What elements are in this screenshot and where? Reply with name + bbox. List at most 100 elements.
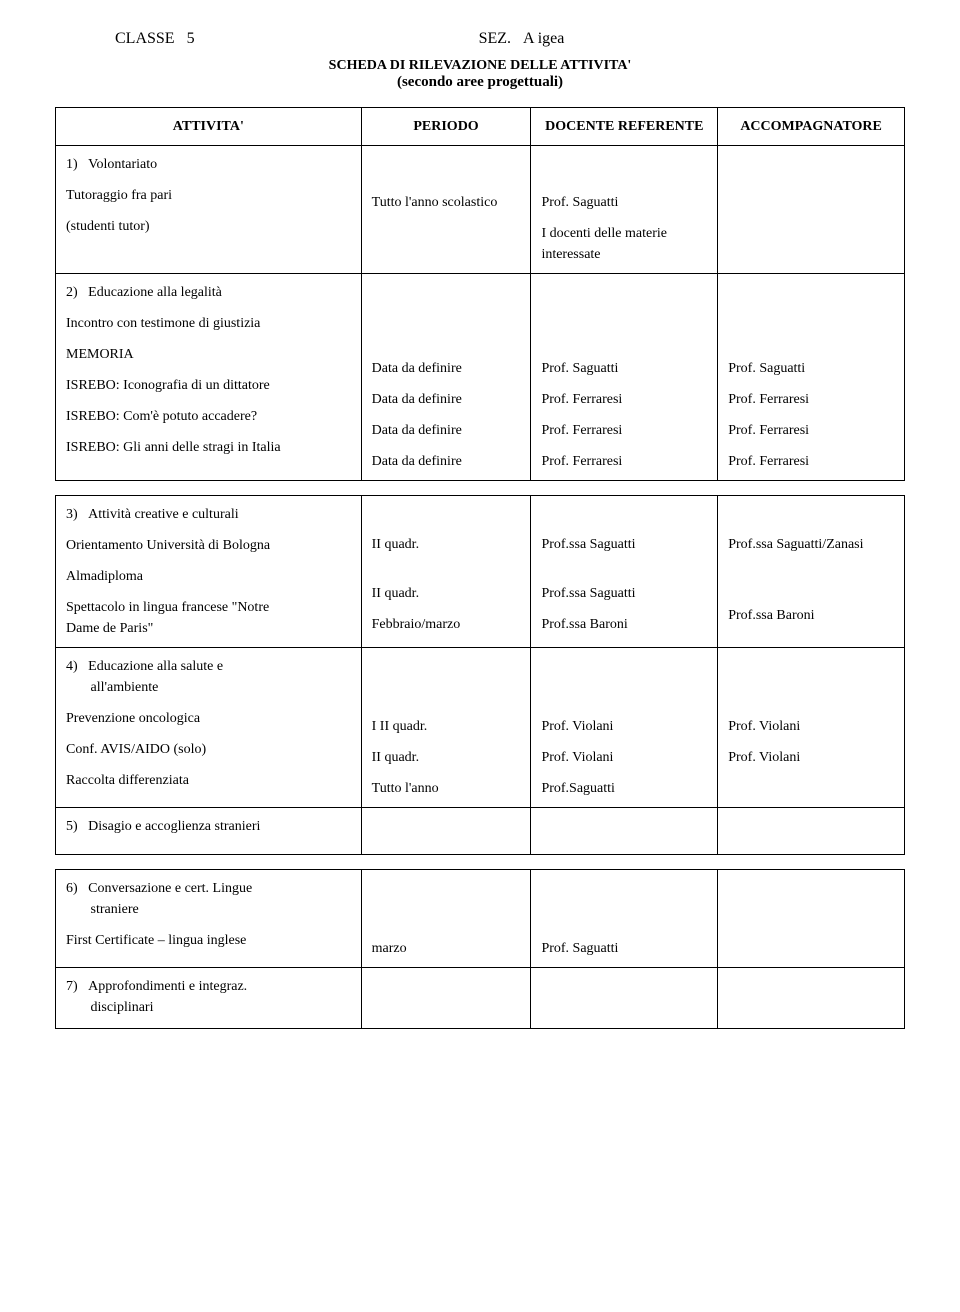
cell-attivita: 6) Conversazione e cert. Lingue stranier… — [56, 870, 362, 968]
item-sub: First Certificate – lingua inglese — [66, 930, 351, 951]
cell-periodo: marzo — [361, 870, 531, 968]
item-sub: Dame de Paris" — [66, 621, 153, 636]
docente-text: Prof. Ferraresi — [541, 420, 707, 441]
accomp-text: Prof.ssa Saguatti/Zanasi — [728, 534, 894, 555]
cell-accompagnatore: Prof. Saguatti Prof. Ferraresi Prof. Fer… — [718, 274, 905, 481]
item-sub: ISREBO: Iconografia di un dittatore — [66, 375, 351, 396]
item-sub: Spettacolo in lingua francese "Notre — [66, 600, 269, 615]
item-sub: Orientamento Università di Bologna — [66, 535, 351, 556]
docente-text: Prof. Saguatti — [541, 938, 707, 959]
item-title: Educazione alla legalità — [88, 285, 222, 300]
accomp-text: Prof.ssa Baroni — [728, 605, 894, 626]
periodo-text: Data da definire — [372, 451, 521, 472]
cell-docente: Prof. Violani Prof. Violani Prof.Saguatt… — [531, 648, 718, 808]
item-num: 3) — [66, 507, 78, 522]
item-sub: (studenti tutor) — [66, 216, 351, 237]
cell-periodo: Tutto l'anno scolastico — [361, 146, 531, 274]
accomp-text: Prof. Ferraresi — [728, 389, 894, 410]
item-sub: Almadiploma — [66, 566, 351, 587]
cell-docente — [531, 968, 718, 1029]
sez-label: SEZ. A igea — [479, 30, 565, 48]
periodo-text: I II quadr. — [372, 716, 521, 737]
cell-docente: Prof. Saguatti — [531, 870, 718, 968]
item-num: 5) — [66, 819, 78, 834]
cell-periodo: I II quadr. II quadr. Tutto l'anno — [361, 648, 531, 808]
col-docente: DOCENTE REFERENTE — [531, 108, 718, 146]
periodo-text: Tutto l'anno — [372, 778, 521, 799]
sez-value: A igea — [523, 30, 564, 47]
periodo-text: Data da definire — [372, 420, 521, 441]
item-sub: Incontro con testimone di giustizia — [66, 313, 351, 334]
header-title2: (secondo aree progettuali) — [55, 74, 905, 91]
item-title-b: straniere — [91, 902, 139, 917]
item-title: Attività creative e culturali — [88, 507, 238, 522]
table-row: 2) Educazione alla legalità Incontro con… — [56, 274, 905, 481]
docente-text: Prof. Violani — [541, 716, 707, 737]
item-num: 6) — [66, 881, 78, 896]
cell-periodo — [361, 808, 531, 855]
accomp-text: Prof. Violani — [728, 747, 894, 768]
classe-label: CLASSE 5 — [115, 30, 195, 48]
item-num: 2) — [66, 285, 78, 300]
item-title-b: disciplinari — [91, 1000, 154, 1015]
docente-text: Prof. Saguatti — [541, 192, 707, 213]
activities-table-1: ATTIVITA' PERIODO DOCENTE REFERENTE ACCO… — [55, 107, 905, 481]
cell-periodo: II quadr. II quadr. Febbraio/marzo — [361, 496, 531, 648]
table-row: 3) Attività creative e culturali Orienta… — [56, 496, 905, 648]
cell-accompagnatore — [718, 808, 905, 855]
docente-text: Prof.ssa Saguatti — [541, 534, 707, 555]
cell-attivita: 2) Educazione alla legalità Incontro con… — [56, 274, 362, 481]
docente-text: Prof.Saguatti — [541, 778, 707, 799]
activities-table-2: 3) Attività creative e culturali Orienta… — [55, 495, 905, 855]
cell-attivita: 1) Volontariato Tutoraggio fra pari (stu… — [56, 146, 362, 274]
accomp-text: Prof. Ferraresi — [728, 451, 894, 472]
cell-accompagnatore: Prof.ssa Saguatti/Zanasi Prof.ssa Baroni — [718, 496, 905, 648]
cell-accompagnatore — [718, 146, 905, 274]
cell-attivita: 4) Educazione alla salute e all'ambiente… — [56, 648, 362, 808]
header-title1: SCHEDA DI RILEVAZIONE DELLE ATTIVITA' — [55, 58, 905, 74]
classe-text: CLASSE — [115, 30, 175, 47]
cell-accompagnatore: Prof. Violani Prof. Violani — [718, 648, 905, 808]
item-title: Disagio e accoglienza stranieri — [88, 819, 260, 834]
col-accompagnatore: ACCOMPAGNATORE — [718, 108, 905, 146]
item-title: Educazione alla salute e — [88, 659, 223, 674]
sez-text: SEZ. — [479, 30, 511, 47]
docente-text: I docenti delle materie interessate — [541, 223, 707, 265]
accomp-text: Prof. Saguatti — [728, 358, 894, 379]
col-attivita: ATTIVITA' — [56, 108, 362, 146]
item-sub: ISREBO: Com'è potuto accadere? — [66, 406, 351, 427]
docente-text: Prof. Violani — [541, 747, 707, 768]
cell-docente — [531, 808, 718, 855]
item-num: 7) — [66, 979, 78, 994]
item-title-b: all'ambiente — [91, 680, 159, 695]
cell-docente: Prof. Saguatti I docenti delle materie i… — [531, 146, 718, 274]
cell-attivita: 3) Attività creative e culturali Orienta… — [56, 496, 362, 648]
table-row: 7) Approfondimenti e integraz. disciplin… — [56, 968, 905, 1029]
item-title: Conversazione e cert. Lingue — [88, 881, 252, 896]
page: CLASSE 5 SEZ. A igea SCHEDA DI RILEVAZIO… — [0, 0, 960, 1083]
table-row: 1) Volontariato Tutoraggio fra pari (stu… — [56, 146, 905, 274]
item-sub: Conf. AVIS/AIDO (solo) — [66, 739, 351, 760]
item-sub: ISREBO: Gli anni delle stragi in Italia — [66, 437, 351, 458]
periodo-text: Febbraio/marzo — [372, 614, 521, 635]
cell-periodo: Data da definire Data da definire Data d… — [361, 274, 531, 481]
item-num: 1) — [66, 157, 78, 172]
periodo-text: II quadr. — [372, 534, 521, 555]
table-row: 6) Conversazione e cert. Lingue stranier… — [56, 870, 905, 968]
periodo-text: II quadr. — [372, 747, 521, 768]
periodo-text: Data da definire — [372, 358, 521, 379]
docente-text: Prof.ssa Saguatti — [541, 583, 707, 604]
docente-text: Prof. Ferraresi — [541, 451, 707, 472]
docente-text: Prof. Ferraresi — [541, 389, 707, 410]
activities-table-3: 6) Conversazione e cert. Lingue stranier… — [55, 869, 905, 1029]
cell-attivita: 7) Approfondimenti e integraz. disciplin… — [56, 968, 362, 1029]
periodo-text: Data da definire — [372, 389, 521, 410]
docente-text: Prof.ssa Baroni — [541, 614, 707, 635]
item-sub: Prevenzione oncologica — [66, 708, 351, 729]
periodo-text: II quadr. — [372, 583, 521, 604]
item-num: 4) — [66, 659, 78, 674]
item-title: Volontariato — [88, 157, 157, 172]
periodo-text: marzo — [372, 938, 521, 959]
table-row: 4) Educazione alla salute e all'ambiente… — [56, 648, 905, 808]
table-row: 5) Disagio e accoglienza stranieri — [56, 808, 905, 855]
